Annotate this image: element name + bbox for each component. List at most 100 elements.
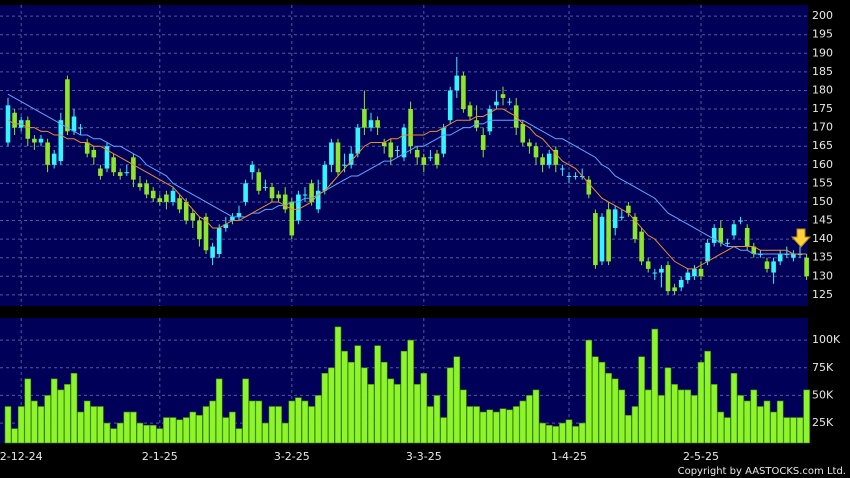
x-tick-label: 1-4-25 [551, 450, 587, 463]
candle-body [626, 205, 631, 214]
candle-body [65, 79, 70, 132]
volume-bar [196, 415, 203, 444]
candle-body [619, 216, 625, 218]
volume-bar [262, 422, 269, 444]
y-tick-label: 200 [812, 9, 833, 22]
candle-body [309, 183, 314, 202]
volume-bar [479, 411, 487, 444]
candle-body [447, 90, 453, 121]
volume-bar [519, 400, 527, 444]
candle-body [639, 231, 644, 262]
volume-bar [790, 417, 797, 444]
volume-bar [110, 428, 117, 444]
candle-body [764, 261, 770, 269]
candle-body [791, 253, 796, 258]
volume-bar [103, 422, 111, 444]
candle-body [362, 109, 367, 128]
volume-bar [730, 373, 738, 444]
volume-bar [255, 400, 263, 444]
volume-bar [427, 406, 434, 444]
volume-bar [585, 339, 593, 444]
volume-bar [367, 384, 375, 444]
volume-bar [407, 339, 414, 444]
candle-body [51, 153, 57, 165]
y-tick-label: 140 [812, 232, 833, 245]
candle-body [421, 157, 427, 165]
candle-body [467, 105, 473, 117]
candle-body [652, 272, 658, 274]
candle-body [355, 127, 361, 154]
volume-bar [229, 411, 236, 444]
volume-bar [123, 411, 131, 444]
candle-body [348, 153, 354, 165]
volume-bar [578, 422, 586, 444]
volume-bar [466, 406, 474, 444]
candle-body [632, 216, 638, 240]
candle-body [414, 149, 420, 158]
volume-bar [413, 384, 421, 444]
candle-body [705, 242, 710, 262]
x-tick-label: 2-12-24 [0, 450, 43, 463]
candle-body [210, 246, 215, 258]
volume-bar [314, 395, 322, 444]
volume-bar [532, 389, 540, 444]
candle-body [296, 194, 301, 221]
volume-bar [446, 367, 454, 444]
candle-body [381, 142, 387, 147]
volume-bar [651, 328, 659, 444]
volume-bar [453, 356, 461, 444]
volume-bar [420, 373, 428, 444]
candle-body [500, 94, 506, 98]
y-tick-label: 130 [812, 269, 833, 282]
plot-layer: 125 130 135 140 145 150 155 160 165 170 175 180 185 1… [0, 5, 841, 463]
volume-bar [189, 411, 197, 444]
volume-bar [677, 389, 685, 444]
candle-body [711, 227, 717, 243]
y-tick-label: 125 [812, 288, 833, 301]
candle-body [566, 175, 572, 177]
candle-body [494, 101, 499, 106]
candle-body [665, 265, 671, 292]
y-tick-label: 180 [812, 83, 833, 96]
candle-body [335, 142, 341, 173]
y-tick-label: 160 [812, 158, 833, 171]
volume-bar [697, 361, 705, 444]
volume-bar [50, 378, 58, 444]
copyright: Copyright by AASTOCKS.com Ltd. [678, 466, 846, 477]
candle-body [177, 198, 182, 210]
volume-bar [757, 406, 764, 444]
candle-body [718, 227, 724, 243]
volume-bar [724, 417, 731, 444]
volume-bar [334, 326, 342, 444]
volume-bar [440, 417, 447, 444]
volume-bar [130, 411, 137, 444]
candle-body [302, 194, 308, 196]
candle-body [480, 135, 486, 150]
candle-body [183, 201, 189, 221]
volume-bar [321, 373, 329, 444]
candle-body [243, 183, 248, 202]
volume-bar [394, 384, 401, 444]
candle-body [553, 149, 559, 165]
candle-body [388, 142, 394, 158]
candle-body [368, 120, 374, 128]
candle-body [144, 183, 149, 195]
volume-bar [31, 400, 38, 444]
volume-bar [803, 389, 810, 444]
candle-body [150, 190, 156, 199]
candle-body [263, 187, 268, 189]
volume-bar [143, 425, 150, 444]
candle-body [428, 157, 433, 159]
candle-body [698, 268, 704, 277]
volume-bar [361, 367, 368, 444]
volume-bar [11, 428, 18, 444]
candle-body [249, 164, 255, 173]
candle-body [533, 146, 539, 158]
volume-bar [116, 422, 124, 444]
moving-average-line [7, 93, 807, 255]
candle-body [342, 164, 347, 166]
candle-body [454, 75, 460, 91]
volume-bar [644, 389, 652, 444]
candle-body [104, 146, 110, 169]
volume-bar [222, 417, 230, 444]
